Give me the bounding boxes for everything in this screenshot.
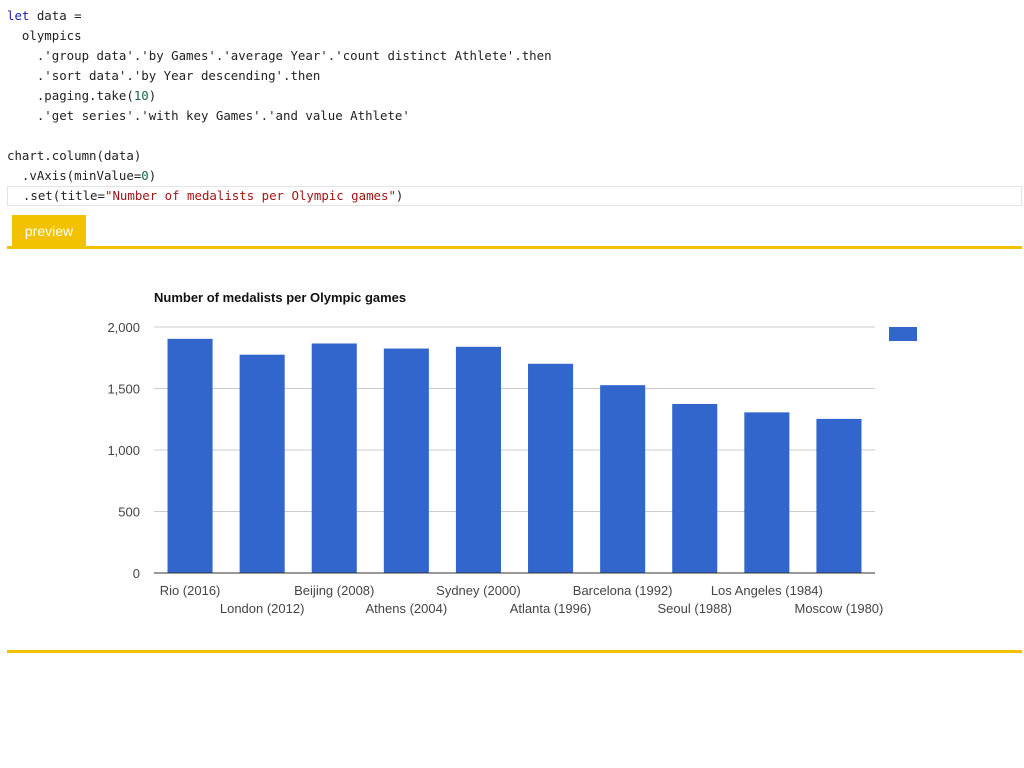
bar — [744, 412, 790, 573]
code-token: ) — [148, 168, 157, 183]
bar — [239, 354, 285, 573]
x-tick-label: Sydney (2000) — [436, 583, 521, 598]
chart-title: Number of medalists per Olympic games — [154, 290, 406, 305]
y-tick-label: 500 — [118, 505, 140, 520]
code-token: chart.column(data) — [7, 148, 142, 163]
y-tick-label: 0 — [133, 566, 140, 581]
code-line[interactable]: .paging.take(10) — [7, 86, 1022, 106]
code-token: .paging.take( — [7, 88, 134, 103]
code-token: ) — [395, 188, 404, 203]
code-token: data = — [29, 8, 82, 23]
code-token: "Number of medalists per Olympic games" — [104, 188, 396, 203]
x-tick-label: Seoul (1988) — [658, 601, 732, 616]
bar — [600, 385, 646, 573]
code-token: olympics — [7, 28, 82, 43]
legend-swatch — [889, 327, 917, 341]
code-line[interactable]: chart.column(data) — [7, 146, 1022, 166]
x-tick-label: Moscow (1980) — [795, 601, 884, 616]
x-tick-label: Beijing (2008) — [294, 583, 374, 598]
code-token: .'group data'.'by Games'.'average Year'.… — [7, 48, 552, 63]
code-editor[interactable]: let data = olympics .'group data'.'by Ga… — [7, 6, 1022, 206]
x-tick-label: Athens (2004) — [366, 601, 448, 616]
bar — [455, 346, 501, 573]
x-tick-label: Barcelona (1992) — [573, 583, 673, 598]
bar — [672, 403, 718, 573]
code-token: .vAxis(minValue= — [7, 168, 142, 183]
code-token: 0 — [141, 168, 149, 183]
bar — [816, 418, 862, 573]
bar — [311, 343, 357, 573]
x-tick-label: Rio (2016) — [160, 583, 221, 598]
preview-bottom-divider — [7, 650, 1022, 653]
y-tick-label: 1,000 — [107, 443, 140, 458]
y-tick-label: 1,500 — [107, 382, 140, 397]
bar — [167, 338, 213, 573]
code-line[interactable]: olympics — [7, 26, 1022, 46]
code-line[interactable]: .'sort data'.'by Year descending'.then — [7, 66, 1022, 86]
x-tick-label: London (2012) — [220, 601, 305, 616]
preview-tab[interactable]: preview — [12, 215, 86, 248]
x-tick-label: Atlanta (1996) — [510, 601, 592, 616]
code-line[interactable]: .'group data'.'by Games'.'average Year'.… — [7, 46, 1022, 66]
code-line[interactable]: .'get series'.'with key Games'.'and valu… — [7, 106, 1022, 126]
code-token: .'sort data'.'by Year descending'.then — [7, 68, 321, 83]
code-line[interactable]: let data = — [7, 6, 1022, 26]
code-line[interactable]: .vAxis(minValue=0) — [7, 166, 1022, 186]
code-line[interactable]: .set(title="Number of medalists per Olym… — [7, 186, 1022, 206]
bar — [383, 348, 429, 573]
code-token: .set(title= — [8, 188, 105, 203]
code-token: .'get series'.'with key Games'.'and valu… — [7, 108, 410, 123]
code-token: 10 — [133, 88, 149, 103]
y-tick-label: 2,000 — [107, 320, 140, 335]
preview-top-divider — [7, 246, 1022, 249]
x-tick-label: Los Angeles (1984) — [711, 583, 823, 598]
code-token: ) — [148, 88, 157, 103]
code-token: let — [7, 8, 30, 23]
bar — [528, 363, 574, 573]
